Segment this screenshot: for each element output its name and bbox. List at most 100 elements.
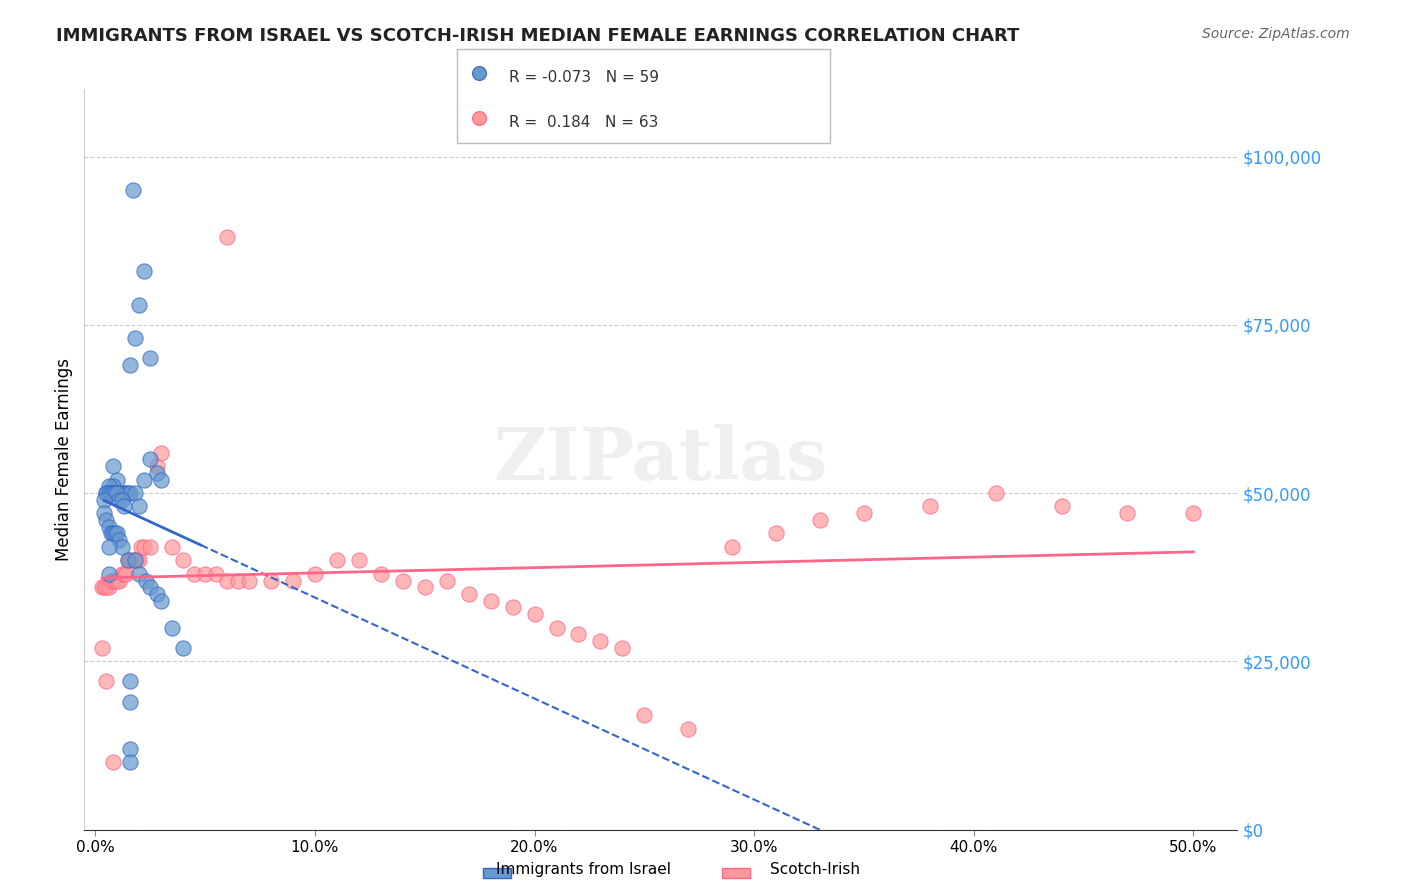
Point: [90, 640, 112, 655]
FancyBboxPatch shape: [457, 49, 830, 143]
Point: [217, 574, 239, 588]
Point: [238, 574, 260, 588]
Point: [721, 540, 744, 554]
Point: [108, 533, 131, 548]
Point: [135, 574, 157, 588]
Text: Immigrants from Israel: Immigrants from Israel: [496, 863, 671, 877]
Point: [479, 593, 502, 607]
Point: [281, 574, 304, 588]
Text: Source: ZipAtlas.com: Source: ZipAtlas.com: [1202, 27, 1350, 41]
Point: [1116, 506, 1139, 520]
Point: [150, 445, 173, 459]
Point: [128, 500, 150, 514]
Point: [97, 566, 120, 581]
Point: [468, 112, 491, 126]
Point: [124, 553, 146, 567]
Point: [111, 486, 134, 500]
Point: [108, 574, 131, 588]
Point: [101, 479, 124, 493]
Point: [589, 634, 612, 648]
Point: [101, 459, 124, 474]
Point: [205, 566, 228, 581]
Point: [546, 621, 568, 635]
Point: [146, 587, 169, 601]
Point: [111, 492, 134, 507]
Point: [115, 566, 138, 581]
Point: [104, 574, 127, 588]
Point: [984, 486, 1007, 500]
Point: [132, 473, 155, 487]
Point: [100, 574, 122, 588]
Point: [523, 607, 546, 622]
Point: [117, 553, 139, 567]
Point: [115, 486, 138, 500]
Point: [112, 566, 135, 581]
Point: [260, 574, 283, 588]
Point: [105, 574, 128, 588]
Point: [97, 479, 120, 493]
Point: [194, 566, 217, 581]
Point: [217, 230, 239, 244]
Point: [502, 600, 524, 615]
Point: [101, 574, 124, 588]
Point: [128, 553, 150, 567]
Point: [150, 593, 173, 607]
Point: [567, 627, 589, 641]
Point: [97, 486, 120, 500]
Point: [370, 566, 392, 581]
Point: [96, 486, 118, 500]
Point: [226, 574, 249, 588]
Point: [128, 297, 150, 311]
Point: [100, 486, 122, 500]
Point: [125, 553, 148, 567]
Point: [124, 553, 146, 567]
Point: [347, 553, 370, 567]
Legend: : [478, 862, 527, 887]
Point: [139, 452, 162, 467]
Point: [457, 587, 479, 601]
Point: [111, 540, 134, 554]
Point: [104, 526, 127, 541]
Point: [105, 473, 128, 487]
Point: [108, 486, 131, 500]
Point: [1182, 506, 1205, 520]
Point: [93, 580, 115, 594]
Point: [765, 526, 787, 541]
Point: [117, 553, 139, 567]
Point: [139, 540, 162, 554]
Point: [93, 506, 115, 520]
Point: [105, 486, 128, 500]
Point: [612, 640, 634, 655]
Point: [93, 492, 115, 507]
Point: [120, 358, 142, 372]
Point: [100, 526, 122, 541]
Point: [146, 466, 169, 480]
Point: [132, 264, 155, 278]
Point: [172, 640, 194, 655]
Y-axis label: Median Female Earnings: Median Female Earnings: [55, 358, 73, 561]
Point: [326, 553, 349, 567]
Point: [112, 500, 135, 514]
Point: [120, 553, 142, 567]
Point: [436, 574, 458, 588]
Point: [139, 351, 162, 366]
Point: [97, 540, 120, 554]
Point: [120, 486, 142, 500]
Point: [391, 574, 413, 588]
Point: [101, 526, 124, 541]
Point: [104, 486, 127, 500]
Point: [105, 526, 128, 541]
Text: R =  0.184   N = 63: R = 0.184 N = 63: [509, 114, 658, 129]
Point: [304, 566, 326, 581]
Point: [111, 566, 134, 581]
Point: [120, 674, 142, 689]
Point: [852, 506, 875, 520]
Legend: : [717, 862, 766, 887]
Point: [121, 553, 143, 567]
Point: [468, 66, 491, 80]
Point: [413, 580, 436, 594]
Point: [96, 580, 118, 594]
Point: [124, 486, 146, 500]
Point: [96, 674, 118, 689]
Point: [918, 500, 941, 514]
